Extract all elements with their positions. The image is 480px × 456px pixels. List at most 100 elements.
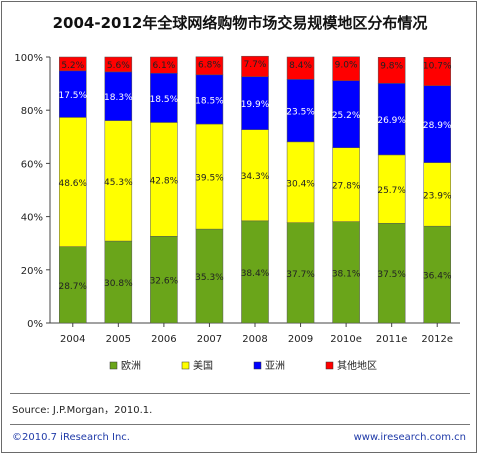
bar-segment [332, 56, 360, 81]
bar-segment [241, 55, 269, 77]
y-tick-label: 100% [14, 53, 43, 64]
x-tick-label: 2006 [151, 334, 176, 345]
bar-segment [286, 141, 315, 223]
data-label: 38.4% [241, 269, 270, 279]
x-tick-label: 2012e [421, 334, 453, 345]
bar-segment [423, 57, 451, 86]
bar-segment [104, 56, 133, 73]
bar-segment [104, 120, 133, 242]
data-label: 18.5% [150, 95, 179, 105]
bar-segment [377, 154, 406, 224]
x-tick-label: 2009 [288, 334, 313, 345]
bar-segment [377, 83, 406, 156]
source-note: Source: J.P.Morgan，2010.1. [12, 405, 153, 416]
data-label: 37.5% [377, 270, 406, 280]
data-label: 25.2% [332, 111, 361, 121]
bar-segment [150, 236, 178, 324]
data-label: 23.9% [423, 191, 452, 201]
data-label: 48.6% [58, 179, 87, 189]
source-divider [10, 393, 470, 394]
bar-segment [59, 246, 87, 324]
bar-segment [150, 72, 178, 123]
bar-segment [241, 220, 269, 324]
bar-segment [59, 56, 87, 72]
bar-segment [332, 221, 360, 324]
data-label: 30.4% [286, 179, 315, 189]
legend-swatch [325, 361, 334, 370]
bar-segment [423, 162, 451, 227]
data-label: 39.5% [195, 174, 224, 184]
data-label: 34.3% [241, 172, 270, 182]
bar-segment [195, 74, 224, 125]
legend-swatch [109, 361, 118, 370]
data-label: 17.5% [58, 91, 87, 101]
y-tick-label: 60% [21, 159, 43, 170]
data-label: 18.3% [104, 93, 133, 103]
y-tick-label: 80% [21, 106, 43, 117]
data-label: 8.4% [289, 61, 312, 71]
footer-website: www.iresearch.com.cn [353, 432, 466, 443]
bar-segment [104, 71, 133, 121]
data-label: 6.8% [198, 61, 221, 71]
data-label: 5.6% [107, 61, 130, 71]
bar-segment [286, 79, 315, 143]
footer-divider [10, 424, 470, 425]
data-label: 32.6% [150, 277, 179, 287]
data-label: 9.8% [380, 61, 403, 71]
legend-label: 美国 [193, 359, 213, 372]
chart-title: 2004-2012年全球网络购物市场交易规模地区分布情况 [52, 14, 428, 32]
data-label: 9.0% [335, 61, 358, 71]
data-label: 27.8% [332, 182, 361, 192]
data-label: 38.1% [332, 269, 361, 279]
data-label: 42.8% [150, 176, 179, 186]
data-label: 45.3% [104, 178, 133, 188]
data-label: 36.4% [423, 272, 452, 282]
x-tick-label: 2007 [197, 334, 222, 345]
legend-label: 欧洲 [121, 360, 141, 372]
data-label: 7.7% [244, 60, 267, 70]
data-label: 37.7% [286, 270, 315, 280]
bar-segment [150, 56, 178, 74]
legend-label: 亚洲 [265, 360, 285, 372]
legend-swatch [253, 361, 262, 370]
data-label: 18.5% [195, 96, 224, 106]
data-label: 26.9% [377, 116, 406, 126]
x-tick-label: 2008 [242, 334, 267, 345]
data-label: 30.8% [104, 279, 133, 289]
bar-segment [286, 56, 315, 80]
legend-label: 其他地区 [337, 359, 377, 372]
y-tick-label: 0% [27, 319, 43, 330]
bar-segment [59, 70, 87, 118]
y-tick-label: 40% [21, 213, 43, 224]
data-label: 19.9% [241, 100, 270, 110]
footer-copyright: ©2010.7 iResearch Inc. [12, 432, 130, 443]
bar-segment [59, 117, 87, 247]
data-label: 35.3% [195, 273, 224, 283]
bar-segment [195, 56, 224, 76]
data-label: 10.7% [423, 61, 452, 71]
x-tick-label: 2004 [60, 334, 85, 345]
bar-segment [195, 228, 224, 324]
bar-segment [241, 129, 269, 222]
data-label: 23.5% [286, 108, 315, 118]
data-label: 28.9% [423, 121, 452, 131]
legend-swatch [181, 361, 190, 370]
bar-segment [241, 76, 269, 130]
x-tick-label: 2010e [330, 334, 362, 345]
x-tick-label: 2005 [106, 334, 131, 345]
x-tick-label: 2011e [376, 334, 408, 345]
bar-segment [332, 80, 360, 148]
bar-segment [423, 85, 451, 163]
data-label: 5.2% [61, 61, 84, 71]
data-label: 25.7% [377, 186, 406, 196]
bar-segment [104, 240, 133, 324]
bar-segment [195, 123, 224, 230]
bar-segment [377, 223, 406, 324]
bar-segment [377, 57, 406, 84]
data-label: 28.7% [58, 282, 87, 292]
bar-segment [423, 225, 451, 324]
y-tick-label: 20% [21, 266, 43, 277]
bar-segment [332, 147, 360, 222]
data-label: 6.1% [152, 61, 175, 71]
